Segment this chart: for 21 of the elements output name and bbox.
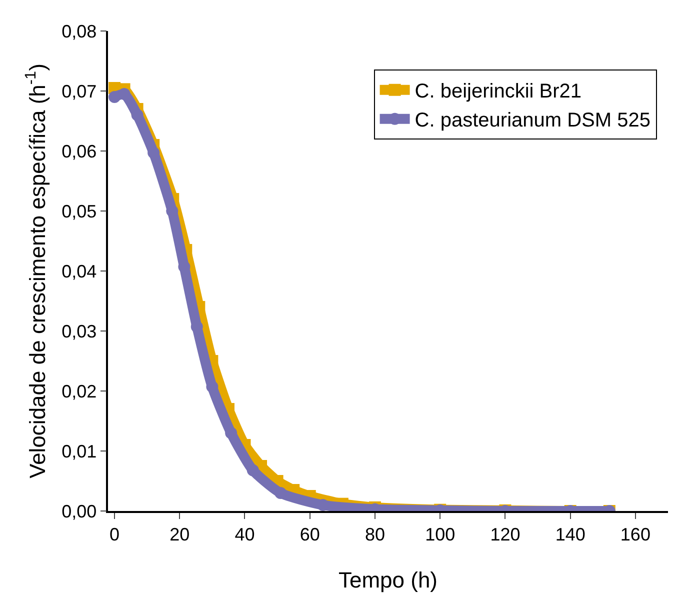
- y-tick-label: 0,06: [62, 141, 97, 162]
- y-tick-label: 0,01: [62, 441, 97, 462]
- x-axis-title: Tempo (h): [338, 568, 438, 592]
- y-tick-label: 0,07: [62, 81, 97, 102]
- y-tick-label: 0,00: [62, 501, 97, 522]
- legend-label: C. pasteurianum DSM 525: [414, 110, 650, 132]
- x-tick-label: 0: [110, 524, 120, 544]
- y-tick-label: 0,08: [62, 21, 97, 42]
- y-tick-label: 0,04: [62, 261, 97, 282]
- x-tick-label: 20: [170, 524, 190, 544]
- y-tick-label: 0,03: [62, 321, 97, 342]
- x-tick-label: 120: [490, 524, 520, 544]
- x-tick-label: 100: [425, 524, 456, 544]
- y-tick-label: 0,02: [62, 381, 97, 402]
- x-tick-label: 60: [300, 524, 320, 544]
- legend-label: C. beijerinckii Br21: [414, 80, 582, 103]
- x-tick-label: 40: [234, 524, 255, 544]
- x-tick-label: 160: [620, 524, 650, 544]
- x-tick-label: 80: [364, 524, 385, 544]
- x-tick-label: 140: [555, 524, 586, 544]
- y-tick-label: 0,05: [62, 201, 97, 222]
